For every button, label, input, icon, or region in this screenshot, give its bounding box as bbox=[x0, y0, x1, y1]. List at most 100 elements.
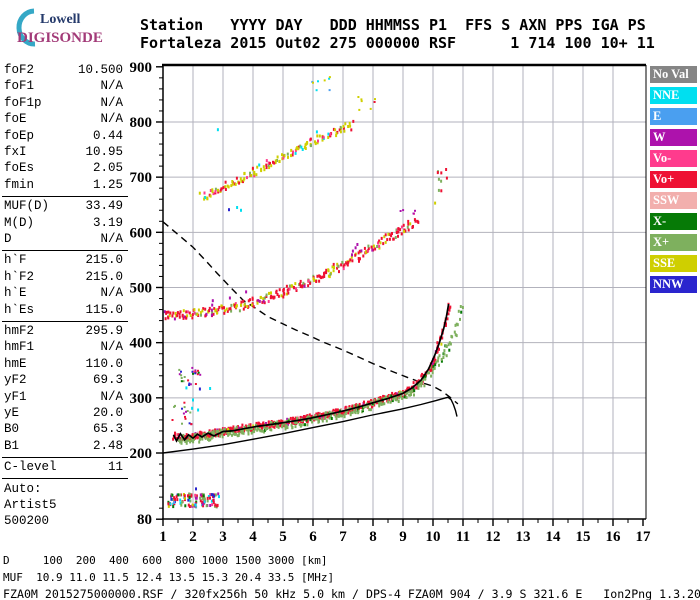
x-axis-tick-label: 2 bbox=[189, 529, 197, 545]
legend-item-vo-: Vo- bbox=[650, 150, 697, 167]
true-height-profile bbox=[162, 396, 458, 454]
logo-arc-icon bbox=[16, 8, 36, 47]
parameter-value: 10.95 bbox=[85, 145, 123, 159]
legend-item-e: E bbox=[650, 108, 697, 125]
parameter-row: foF2 10.500 bbox=[4, 63, 123, 78]
parameter-row: B1 2.48 bbox=[4, 439, 123, 454]
parameter-value: 115.0 bbox=[85, 302, 123, 317]
y-axis-tick-label: 80 bbox=[137, 512, 152, 528]
Es-layer-cluster bbox=[167, 492, 220, 509]
parameter-label: foEp bbox=[4, 128, 35, 143]
parameter-row: B0 65.3 bbox=[4, 422, 123, 437]
parameter-value: 2.48 bbox=[92, 438, 123, 453]
parameter-value: N/A bbox=[100, 340, 123, 355]
parameter-label: 500200 bbox=[4, 514, 50, 529]
parameter-row: C-level 11 bbox=[4, 460, 123, 475]
legend-item-no-val: No Val bbox=[650, 66, 697, 83]
echo-traces bbox=[163, 119, 464, 445]
parameter-separator bbox=[2, 456, 128, 458]
parameter-label: foE bbox=[4, 112, 27, 127]
parameter-value: 65.3 bbox=[92, 422, 123, 437]
parameter-label: hmF2 bbox=[4, 324, 35, 338]
parameter-separator bbox=[2, 195, 128, 197]
parameter-value: 0.44 bbox=[92, 128, 123, 143]
x-axis-tick-label: 10 bbox=[426, 529, 441, 545]
logo-digisonde-text: DIGISONDE bbox=[17, 30, 103, 46]
x-axis-tick-label: 12 bbox=[486, 529, 501, 545]
parameter-value: 3.19 bbox=[92, 215, 123, 230]
header-station-values: Fortaleza 2015 Out02 275 000000 RSF 1 71… bbox=[140, 34, 655, 52]
parameter-separator bbox=[2, 478, 128, 480]
legend-item-nnw: NNW bbox=[650, 276, 697, 293]
parameter-label: D bbox=[4, 232, 12, 246]
x-axis-tick-label: 17 bbox=[636, 529, 652, 545]
y-axis-tick-label: 900 bbox=[130, 60, 153, 76]
parameter-value: 215.0 bbox=[85, 269, 123, 284]
isolated-specks bbox=[185, 128, 437, 491]
parameter-label: Artist5 bbox=[4, 498, 57, 512]
y-axis-tick-label: 800 bbox=[130, 115, 153, 131]
y-axis-tick-label: 200 bbox=[130, 446, 153, 462]
parameter-label: MUF(D) bbox=[4, 199, 50, 214]
parameter-label: M(D) bbox=[4, 215, 35, 230]
parameter-row: MUF(D) 33.49 bbox=[4, 199, 123, 214]
parameter-row: D N/A bbox=[4, 232, 123, 247]
parameter-row: foE N/A bbox=[4, 112, 123, 127]
y-axis-tick-label: 500 bbox=[130, 280, 153, 296]
x-axis-tick-label: 11 bbox=[456, 529, 470, 545]
parameter-row: fmin 1.25 bbox=[4, 178, 123, 193]
parameter-value: N/A bbox=[100, 286, 123, 301]
parameter-row: Artist5 bbox=[4, 498, 123, 513]
parameter-separator bbox=[2, 249, 128, 251]
x-axis-tick-label: 5 bbox=[279, 529, 287, 545]
x-axis-tick-label: 15 bbox=[576, 529, 591, 545]
parameter-row: h`E N/A bbox=[4, 286, 123, 301]
grid bbox=[163, 65, 646, 519]
parameter-row: hmE 110.0 bbox=[4, 357, 123, 372]
legend-item-x+: X+ bbox=[650, 234, 697, 251]
trace-start-mix bbox=[171, 401, 193, 426]
lowell-digisonde-logo: Lowell DIGISONDE bbox=[4, 6, 114, 50]
y-axis-tick-label: 600 bbox=[130, 225, 153, 241]
parameter-value: 10.500 bbox=[77, 63, 123, 77]
parameter-label: C-level bbox=[4, 460, 57, 475]
parameter-label: hmF1 bbox=[4, 340, 35, 355]
parameter-row: h`Es 115.0 bbox=[4, 303, 123, 318]
legend-item-w: W bbox=[650, 129, 697, 146]
parameter-separator bbox=[2, 320, 128, 322]
muf-scale-row: MUF 10.9 11.0 11.5 12.4 13.5 15.3 20.4 3… bbox=[3, 571, 335, 584]
2F-multiple-trace bbox=[163, 218, 420, 321]
3F-tail-specks bbox=[357, 96, 376, 111]
parameter-label: foEs bbox=[4, 161, 35, 176]
3F-multiple-trace bbox=[198, 119, 355, 201]
parameter-row: h`F2 215.0 bbox=[4, 270, 123, 285]
legend-item-ssw: SSW bbox=[650, 192, 697, 209]
parameter-label: Auto: bbox=[4, 481, 42, 496]
x-axis-tick-label: 16 bbox=[606, 529, 622, 545]
muf-transmission-curve bbox=[162, 221, 459, 405]
top-specks-870km bbox=[311, 76, 331, 92]
parameter-row: foF1 N/A bbox=[4, 79, 123, 94]
parameter-label: h`Es bbox=[4, 302, 35, 317]
echo-clusters bbox=[167, 76, 448, 509]
legend-item-nne: NNE bbox=[650, 87, 697, 104]
parameter-row: h`F 215.0 bbox=[4, 253, 123, 268]
parameter-value: 69.3 bbox=[92, 373, 123, 388]
x-axis-tick-label: 8 bbox=[369, 529, 377, 545]
parameter-label: hmE bbox=[4, 356, 27, 371]
parameter-label: foF1p bbox=[4, 95, 42, 110]
logo-lowell-text: Lowell bbox=[40, 12, 81, 27]
parameter-row: foEs 2.05 bbox=[4, 161, 123, 176]
parameter-label: B1 bbox=[4, 438, 20, 453]
overlay-curves bbox=[162, 221, 459, 454]
parameter-value: 20.0 bbox=[92, 406, 123, 420]
parameter-value: 11 bbox=[107, 460, 123, 475]
legend-item-vo+: Vo+ bbox=[650, 171, 697, 188]
y-axis-tick-label: 700 bbox=[130, 170, 153, 186]
x-axis-tick-label: 6 bbox=[309, 529, 317, 545]
x-axis-tick-label: 9 bbox=[399, 529, 407, 545]
x-axis-tick-label: 1 bbox=[159, 529, 167, 545]
parameter-row: yF1 N/A bbox=[4, 390, 123, 405]
